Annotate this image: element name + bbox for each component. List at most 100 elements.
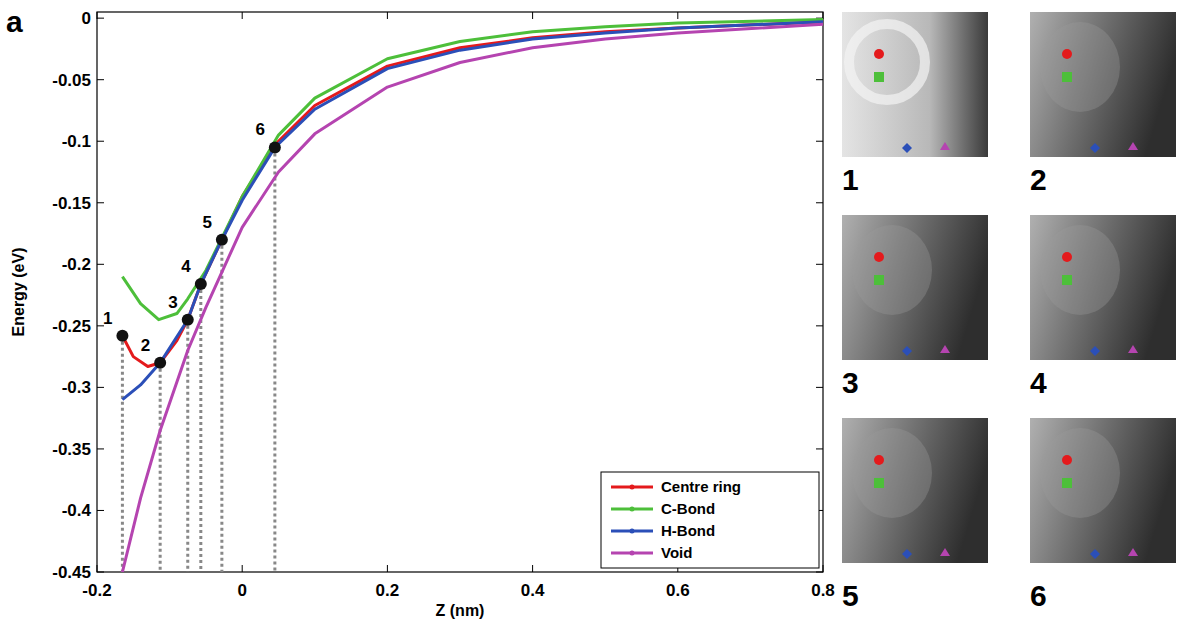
panel-label: a	[6, 5, 23, 38]
y-tick	[97, 202, 104, 203]
legend-label: Centre ring	[661, 478, 741, 495]
state-point	[154, 357, 166, 369]
legend-marker	[630, 529, 635, 534]
legend-label: H-Bond	[661, 522, 715, 539]
y-tick	[97, 264, 104, 265]
c-bond-marker	[1062, 478, 1072, 488]
x-tick	[532, 565, 533, 572]
y-tick-right	[816, 141, 823, 142]
y-tick	[97, 572, 104, 573]
y-tick	[97, 141, 104, 142]
image-feature	[1040, 428, 1120, 518]
y-tick-label: -0.3	[62, 378, 91, 397]
centre-ring-marker	[1062, 49, 1072, 59]
y-tick-right	[816, 79, 823, 80]
x-tick-label: 0	[237, 581, 246, 600]
plot-marks	[116, 19, 823, 572]
state-point	[269, 141, 281, 153]
c-bond-marker	[1062, 72, 1072, 82]
plot-frame	[97, 12, 823, 572]
c-bond-marker	[874, 478, 884, 488]
y-tick-label: -0.05	[52, 71, 91, 90]
y-tick-label: -0.1	[62, 132, 91, 151]
state-label: 1	[103, 309, 112, 328]
y-tick	[97, 79, 104, 80]
y-tick-right	[816, 202, 823, 203]
y-tick-label: 0	[82, 9, 91, 28]
x-tick-label: 0.2	[376, 581, 400, 600]
void-marker	[940, 345, 950, 353]
state-point	[182, 314, 194, 326]
series-line	[122, 22, 823, 400]
h-bond-marker	[902, 143, 912, 153]
legend-label: Void	[661, 544, 692, 561]
centre-ring-marker	[1062, 455, 1072, 465]
image-label: 4	[1030, 366, 1047, 399]
series-line	[122, 22, 823, 367]
y-tick-label: -0.25	[52, 317, 91, 336]
legend-swatch	[611, 508, 653, 511]
image-label: 6	[1030, 579, 1047, 612]
h-bond-marker	[1090, 549, 1100, 559]
void-marker	[940, 548, 950, 556]
y-axis-title: Energy (eV)	[10, 248, 27, 337]
x-tick-label: -0.2	[82, 581, 111, 600]
x-tick-top	[532, 12, 533, 19]
void-marker	[1128, 142, 1138, 150]
state-label: 4	[181, 257, 191, 276]
centre-ring-marker	[874, 252, 884, 262]
state-label: 2	[141, 336, 150, 355]
h-bond-marker	[902, 346, 912, 356]
drop-line	[159, 363, 162, 572]
void-marker	[940, 142, 950, 150]
afm-image	[842, 418, 988, 563]
y-tick-label: -0.4	[62, 501, 92, 520]
legend-marker	[630, 507, 635, 512]
legend-label: C-Bond	[661, 500, 715, 517]
y-tick-right	[816, 325, 823, 326]
h-bond-marker	[1090, 346, 1100, 356]
image-feature	[852, 225, 932, 315]
y-tick	[97, 448, 104, 449]
x-tick-label: 0.6	[666, 581, 690, 600]
y-tick-label: -0.35	[52, 440, 91, 459]
x-tick-top	[387, 12, 388, 19]
x-tick	[242, 565, 243, 572]
void-marker	[1128, 345, 1138, 353]
void-marker	[1128, 548, 1138, 556]
legend-swatch	[611, 486, 653, 489]
legend-swatch	[611, 552, 653, 555]
y-tick	[97, 387, 104, 388]
x-tick	[823, 565, 824, 572]
x-tick	[387, 565, 388, 572]
state-point	[116, 330, 128, 342]
image-feature	[1040, 22, 1120, 112]
afm-image	[1030, 12, 1176, 157]
y-tick-label: -0.45	[52, 563, 91, 582]
series-line	[122, 24, 823, 572]
legend-swatch	[611, 530, 653, 533]
afm-image	[1030, 215, 1176, 360]
y-tick-right	[816, 387, 823, 388]
afm-image	[842, 12, 988, 157]
image-label: 1	[842, 163, 859, 196]
y-tick	[97, 18, 104, 19]
c-bond-marker	[1062, 275, 1072, 285]
afm-image	[842, 215, 988, 360]
c-bond-marker	[874, 72, 884, 82]
drop-line	[273, 147, 276, 572]
state-label: 3	[168, 293, 177, 312]
x-tick-top	[242, 12, 243, 19]
x-tick-label: 0.8	[811, 581, 835, 600]
y-tick-label: -0.15	[52, 194, 91, 213]
centre-ring-marker	[1062, 252, 1072, 262]
image-label: 5	[842, 579, 859, 612]
image-label: 3	[842, 366, 859, 399]
image-feature	[849, 24, 925, 100]
image-feature	[1040, 225, 1120, 315]
y-tick	[97, 510, 104, 511]
x-axis-title: Z (nm)	[436, 602, 485, 619]
legend-marker	[630, 485, 635, 490]
state-point	[216, 234, 228, 246]
image-feature	[852, 428, 932, 518]
